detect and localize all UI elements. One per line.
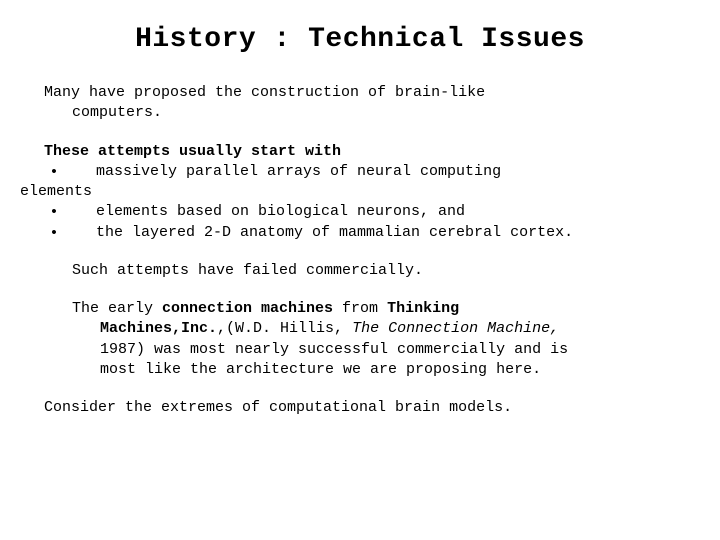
bullet-1-line-1: massively parallel arrays of neural comp… <box>96 163 501 180</box>
list-item: • elements based on biological neurons, … <box>44 202 676 222</box>
bullet-icon: • <box>44 162 64 182</box>
cm-line4: most like the architecture we are propos… <box>100 361 541 378</box>
cm-mid-1: from <box>333 300 387 317</box>
list-item: • the layered 2-D anatomy of mammalian c… <box>44 223 676 243</box>
bullet-list-heading: These attempts usually start with <box>44 142 676 162</box>
cm-pre: The early <box>72 300 162 317</box>
closing-paragraph: Consider the extremes of computational b… <box>44 398 676 418</box>
bullet-2: elements based on biological neurons, an… <box>96 203 465 220</box>
bullet-1-line-2: elements <box>20 182 92 202</box>
bullet-icon: • <box>44 202 64 222</box>
list-item: • massively parallel arrays of neural co… <box>44 162 676 203</box>
bullet-icon: • <box>44 223 64 243</box>
cm-line3: 1987) was most nearly successful commerc… <box>100 341 568 358</box>
cm-line2-bold: Machines,Inc. <box>100 320 217 337</box>
intro-line-1: Many have proposed the construction of b… <box>44 84 485 101</box>
cm-bold-1: connection machines <box>162 300 333 317</box>
bullet-3: the layered 2-D anatomy of mammalian cer… <box>96 224 573 241</box>
connection-machines-paragraph: The early connection machines from Think… <box>44 299 676 380</box>
cm-line2-a: ,(W.D. Hillis, <box>217 320 352 337</box>
cm-bold-2: Thinking <box>387 300 459 317</box>
slide-title: History : Technical Issues <box>44 24 676 55</box>
intro-line-2: computers. <box>44 103 676 123</box>
bullet-list: • massively parallel arrays of neural co… <box>44 162 676 243</box>
cm-line2-italic: The Connection Machine, <box>352 320 559 337</box>
intro-paragraph: Many have proposed the construction of b… <box>44 83 676 124</box>
failure-paragraph: Such attempts have failed commercially. <box>44 261 676 281</box>
slide-root: History : Technical Issues Many have pro… <box>0 0 720 460</box>
